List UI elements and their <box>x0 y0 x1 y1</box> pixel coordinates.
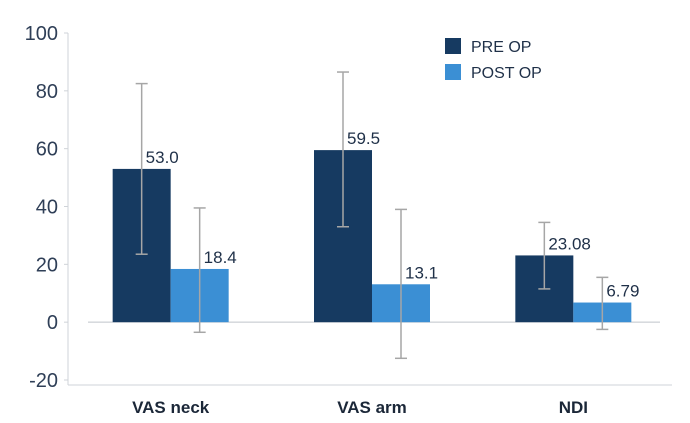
legend-swatch <box>445 38 461 54</box>
bars: 53.0 18.4 59.5 13.1 23.08 6.79 <box>112 71 639 360</box>
legend-swatch <box>445 64 461 80</box>
y-tick-label: 60 <box>36 139 58 161</box>
x-category-label: VAS neck <box>132 398 210 417</box>
y-tick-label: 20 <box>36 254 58 276</box>
legend-label: PRE OP <box>471 39 531 56</box>
data-label: 18.4 <box>204 248 237 267</box>
y-tick-label: 0 <box>47 312 58 334</box>
y-tick-label: 100 <box>25 23 58 45</box>
x-category-label: NDI <box>559 398 588 417</box>
legend: PRE OP POST OP <box>445 38 542 82</box>
data-label: 6.79 <box>606 282 639 301</box>
data-label: 59.5 <box>347 129 380 148</box>
y-tick-label: -20 <box>29 370 58 392</box>
legend-label: POST OP <box>471 65 542 82</box>
y-tick-label: 40 <box>36 197 58 219</box>
x-category-label: VAS arm <box>337 398 407 417</box>
y-tick-label: 80 <box>36 81 58 103</box>
axes: -20 0 20 40 60 80 100 VAS neck VAS arm NDI <box>25 23 672 417</box>
data-label: 23.08 <box>548 234 591 253</box>
data-label: 53.0 <box>146 148 179 167</box>
data-label: 13.1 <box>405 263 438 282</box>
